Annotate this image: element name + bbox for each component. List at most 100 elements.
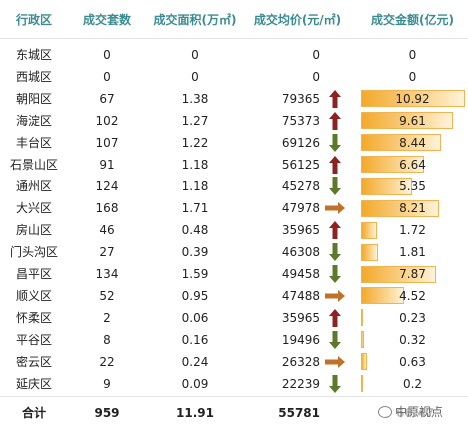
area: 1.38: [181, 91, 209, 106]
amount: 1.72: [399, 223, 426, 238]
units: 67: [99, 91, 115, 106]
price: 35965: [281, 310, 320, 325]
price: 22239: [281, 376, 320, 391]
district: 海淀区: [15, 113, 52, 128]
district: 顺义区: [15, 288, 52, 303]
amount: 6.64: [399, 157, 426, 172]
price: 19496: [281, 332, 320, 347]
trend-arrow: [329, 155, 341, 174]
amount-bar: [361, 90, 465, 108]
units: 91: [99, 157, 115, 172]
price: 35965: [281, 223, 320, 238]
amount-bar: [361, 156, 425, 173]
area: 0: [191, 48, 199, 62]
district: 朝阳区: [15, 91, 52, 106]
column-header: 成交金额(亿元): [371, 13, 454, 27]
area: 1.71: [181, 201, 209, 216]
units: 52: [99, 288, 115, 303]
separator: [0, 396, 468, 397]
area: 0.95: [181, 288, 209, 303]
area: 1.27: [181, 113, 209, 128]
price: 0: [312, 48, 320, 62]
units: 168: [95, 201, 119, 216]
column-header: 成交面积(万㎡): [153, 13, 237, 27]
district: 东城区: [15, 48, 52, 62]
trend-arrow: [329, 330, 341, 349]
area: 0.09: [181, 376, 209, 391]
amount-bar: [361, 331, 365, 349]
watermark-icon: [378, 405, 392, 418]
district: 石景山区: [9, 157, 58, 172]
total-price: 55781: [278, 406, 320, 420]
price: 46308: [281, 245, 320, 260]
amount-bar: [361, 309, 364, 327]
price: 26328: [281, 354, 320, 369]
district: 平谷区: [15, 332, 52, 347]
units: 0: [103, 48, 111, 62]
trend-arrow: [329, 374, 341, 393]
trend-arrow: [325, 289, 345, 302]
district: 西城区: [15, 69, 52, 84]
units: 0: [103, 69, 111, 84]
amount-bar: [361, 243, 379, 261]
total-area: 11.91: [176, 406, 214, 420]
units: 107: [95, 135, 119, 150]
area: 1.18: [181, 179, 209, 194]
units: 8: [103, 332, 111, 347]
amount-bar: [361, 375, 363, 392]
amount: 0: [408, 69, 417, 84]
area: 0.24: [181, 354, 209, 369]
area: 0.16: [181, 332, 209, 347]
units: 46: [99, 223, 115, 238]
area: 0.06: [181, 310, 209, 325]
area: 1.22: [181, 135, 209, 150]
price: 45278: [281, 179, 320, 194]
trend-arrow: [329, 308, 341, 327]
units: 2: [103, 310, 111, 325]
amount: 0.32: [399, 332, 426, 347]
column-header: 成交套数: [82, 13, 131, 27]
amount: 8.21: [399, 201, 426, 216]
price: 56125: [281, 157, 320, 172]
amount: 5.35: [399, 179, 426, 194]
amount: 1.81: [399, 245, 426, 260]
trend-arrow: [329, 177, 341, 196]
total-amount: 66.47: [396, 406, 434, 420]
amount: 8.44: [399, 135, 426, 150]
units: 134: [95, 267, 119, 281]
amount: 0.2: [402, 376, 423, 391]
watermark-text: 中原视点: [395, 405, 444, 419]
amount: 0.23: [399, 310, 426, 325]
district: 昌平区: [15, 267, 52, 281]
district: 怀柔区: [15, 310, 52, 325]
amount-bar: [361, 134, 442, 152]
area: 0.39: [181, 245, 209, 260]
district: 密云区: [15, 354, 52, 369]
area: 1.59: [181, 267, 209, 281]
amount-bar: [361, 199, 440, 217]
units: 9: [103, 376, 111, 391]
price: 49458: [281, 267, 320, 281]
separator: [0, 38, 468, 39]
district: 房山区: [15, 223, 52, 238]
trend-arrow: [329, 265, 341, 283]
watermark: 中原视点: [378, 403, 443, 420]
column-header: 成交均价(元/㎡): [253, 13, 342, 27]
units: 102: [95, 113, 119, 128]
total-label: 合计: [21, 406, 46, 420]
units: 22: [99, 354, 115, 369]
units: 27: [99, 245, 115, 260]
trend-arrow: [329, 221, 341, 240]
trend-arrow: [325, 355, 345, 368]
area: 1.18: [181, 157, 209, 172]
amount: 4.52: [399, 288, 426, 303]
amount-bar: [361, 177, 412, 195]
units: 124: [95, 179, 119, 194]
amount-bar: [361, 353, 367, 371]
area: 0: [191, 69, 199, 84]
district: 门头沟区: [9, 245, 58, 260]
column-header: 行政区: [15, 13, 52, 27]
district: 大兴区: [15, 201, 52, 216]
price: 0: [312, 69, 320, 84]
